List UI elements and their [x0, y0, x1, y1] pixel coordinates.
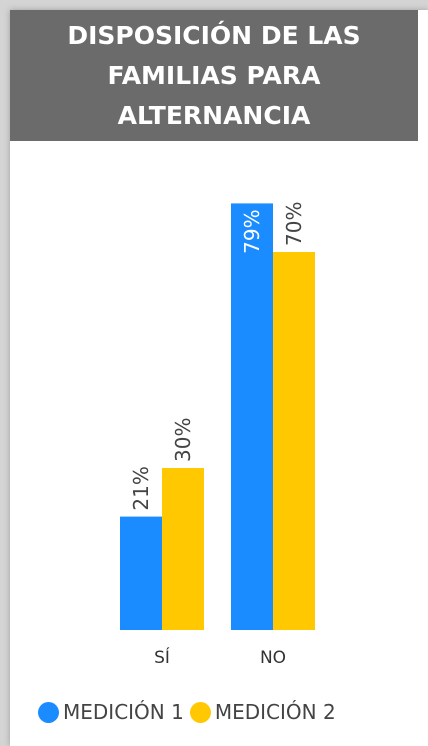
bar-medicion-1-no	[231, 203, 273, 630]
legend-marker-medicion-1	[38, 701, 59, 723]
chart-title: DISPOSICIÓN DE LAS FAMILIAS PARA ALTERNA…	[67, 20, 361, 130]
data-label-medicion-2-si: 30%	[171, 418, 195, 462]
legend-marker-medicion-2	[189, 701, 211, 723]
legend: MEDICIÓN 1 MEDICIÓN 2	[38, 700, 342, 724]
bar-medicion-2-no	[273, 252, 315, 630]
x-tick-label-si: SÍ	[154, 646, 170, 668]
legend-label-medicion-2: MEDICIÓN 2	[214, 700, 336, 724]
data-label-medicion-1-si: 21%	[129, 466, 153, 510]
data-label-medicion-1-no: 79%	[240, 209, 264, 253]
legend-item-medicion-1: MEDICIÓN 1	[38, 700, 184, 724]
bar-medicion-1-si	[120, 516, 162, 630]
title-bar: DISPOSICIÓN DE LAS FAMILIAS PARA ALTERNA…	[10, 10, 418, 141]
bar-medicion-2-si	[162, 468, 204, 630]
data-label-medicion-2-no: 70%	[282, 202, 306, 246]
x-tick-label-no: NO	[260, 648, 286, 668]
chart-plot: 21% 30% SÍ 79% 70% NO	[120, 202, 315, 668]
legend-label-medicion-1: MEDICIÓN 1	[63, 700, 184, 724]
chart-card: DISPOSICIÓN DE LAS FAMILIAS PARA ALTERNA…	[10, 10, 428, 746]
legend-item-medicion-2: MEDICIÓN 2	[189, 700, 336, 724]
